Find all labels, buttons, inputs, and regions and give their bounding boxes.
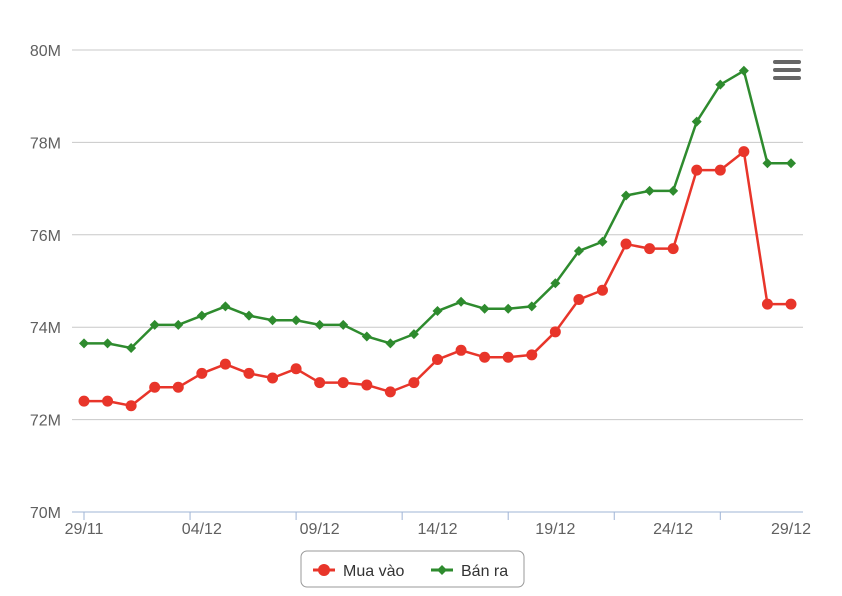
data-point-mua-vao[interactable]	[596, 284, 608, 296]
data-point-ban-ra[interactable]	[102, 338, 113, 349]
legend-item-ban-ra[interactable]: Bán ra	[431, 563, 508, 580]
legend-marker-mua-vao	[318, 564, 330, 576]
data-point-mua-vao[interactable]	[314, 377, 326, 389]
data-point-mua-vao[interactable]	[408, 377, 420, 389]
data-point-ban-ra[interactable]	[267, 315, 278, 326]
data-point-mua-vao[interactable]	[196, 367, 208, 379]
data-point-ban-ra[interactable]	[408, 329, 419, 340]
data-point-ban-ra[interactable]	[762, 158, 773, 169]
legend-marker-ban-ra	[437, 565, 447, 575]
data-point-ban-ra[interactable]	[361, 331, 372, 342]
series-line-mua-vao	[84, 150, 791, 407]
data-point-ban-ra[interactable]	[456, 296, 467, 307]
data-point-ban-ra[interactable]	[479, 303, 490, 314]
data-point-ban-ra[interactable]	[573, 245, 584, 256]
data-point-ban-ra[interactable]	[243, 310, 254, 321]
data-point-mua-vao[interactable]	[502, 351, 514, 363]
legend-label-mua-vao: Mua vào	[343, 563, 404, 580]
series-ban-ra	[79, 65, 796, 353]
x-tick-label: 19/12	[535, 521, 575, 538]
data-point-mua-vao[interactable]	[78, 395, 90, 407]
data-point-mua-vao[interactable]	[361, 379, 373, 391]
data-point-ban-ra[interactable]	[220, 301, 231, 312]
data-point-mua-vao[interactable]	[337, 377, 349, 389]
data-point-ban-ra[interactable]	[149, 319, 160, 330]
data-point-mua-vao[interactable]	[219, 358, 231, 370]
data-point-mua-vao[interactable]	[549, 326, 561, 338]
data-point-mua-vao[interactable]	[149, 381, 161, 393]
data-point-mua-vao[interactable]	[761, 298, 773, 310]
data-point-mua-vao[interactable]	[667, 243, 679, 255]
legend-box	[300, 550, 525, 588]
data-point-mua-vao[interactable]	[384, 386, 396, 398]
y-tick-label: 76M	[30, 228, 61, 245]
data-point-mua-vao[interactable]	[432, 354, 443, 366]
legend: Mua vào Bán ra	[300, 550, 525, 588]
data-point-ban-ra[interactable]	[314, 319, 325, 330]
y-tick-label: 78M	[30, 135, 61, 152]
data-point-ban-ra[interactable]	[79, 338, 89, 349]
data-point-mua-vao[interactable]	[526, 349, 538, 361]
data-point-mua-vao[interactable]	[573, 293, 585, 305]
x-axis: 29/11 04/12 09/12 14/12 19/12 24/12 29/12	[65, 511, 811, 538]
data-point-mua-vao[interactable]	[644, 243, 656, 255]
x-tick-label: 14/12	[417, 521, 457, 538]
data-point-ban-ra[interactable]	[691, 116, 702, 127]
data-point-mua-vao[interactable]	[243, 367, 255, 379]
x-tick-label: 29/12	[771, 521, 811, 538]
data-point-ban-ra[interactable]	[338, 319, 349, 330]
data-point-mua-vao[interactable]	[479, 351, 491, 363]
data-point-mua-vao[interactable]	[785, 298, 797, 310]
data-point-ban-ra[interactable]	[668, 185, 679, 196]
x-tick-label: 29/11	[65, 521, 104, 538]
data-point-mua-vao[interactable]	[691, 164, 703, 176]
data-point-mua-vao[interactable]	[102, 395, 114, 407]
data-point-ban-ra[interactable]	[173, 319, 184, 330]
data-point-mua-vao[interactable]	[455, 344, 467, 356]
data-point-mua-vao[interactable]	[125, 400, 137, 412]
data-point-ban-ra[interactable]	[597, 236, 608, 247]
data-point-ban-ra[interactable]	[526, 301, 537, 312]
series-mua-vao	[78, 146, 797, 412]
x-tick-label: 09/12	[300, 521, 340, 538]
data-point-ban-ra[interactable]	[503, 303, 514, 314]
x-tick-label: 04/12	[182, 521, 222, 538]
data-point-mua-vao[interactable]	[714, 164, 726, 176]
data-point-ban-ra[interactable]	[291, 315, 302, 326]
data-point-ban-ra[interactable]	[196, 310, 207, 321]
data-point-ban-ra[interactable]	[715, 79, 726, 90]
y-tick-label: 70M	[30, 505, 61, 522]
y-tick-label: 80M	[30, 43, 61, 60]
data-point-ban-ra[interactable]	[738, 65, 749, 76]
data-point-ban-ra[interactable]	[644, 185, 655, 196]
legend-item-mua-vao[interactable]: Mua vào	[313, 563, 404, 580]
data-point-ban-ra[interactable]	[621, 190, 632, 201]
data-point-mua-vao[interactable]	[620, 238, 632, 250]
data-point-ban-ra[interactable]	[786, 158, 796, 169]
grid-lines	[72, 49, 803, 421]
legend-label-ban-ra: Bán ra	[461, 563, 508, 580]
data-point-mua-vao[interactable]	[290, 363, 302, 375]
chart-menu-button[interactable]	[769, 56, 805, 86]
y-tick-label: 72M	[30, 413, 61, 430]
data-point-ban-ra[interactable]	[126, 342, 137, 353]
x-tick-label: 24/12	[653, 521, 693, 538]
y-tick-label: 74M	[30, 320, 61, 337]
data-point-ban-ra[interactable]	[385, 338, 396, 349]
hamburger-menu-icon	[773, 60, 801, 80]
data-point-ban-ra[interactable]	[550, 278, 561, 289]
data-point-mua-vao[interactable]	[267, 372, 279, 384]
data-point-ban-ra[interactable]	[432, 306, 443, 317]
plot-series	[78, 65, 797, 412]
data-point-mua-vao[interactable]	[172, 381, 184, 393]
y-axis: 70M 72M 74M 76M 78M 80M	[30, 43, 61, 522]
data-point-mua-vao[interactable]	[738, 146, 750, 158]
